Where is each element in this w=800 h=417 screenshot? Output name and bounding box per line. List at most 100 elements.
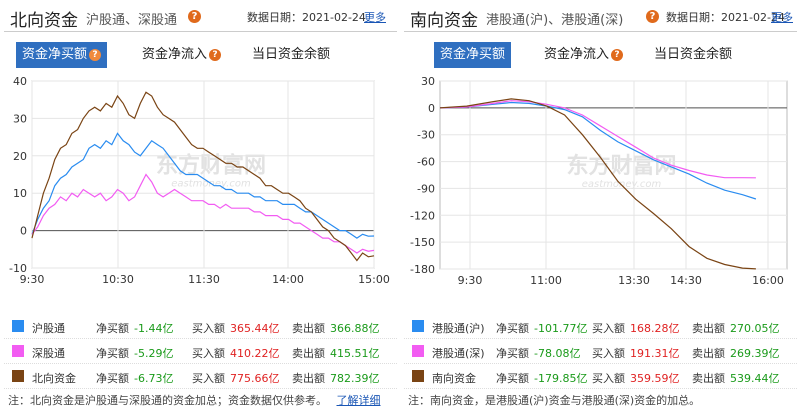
tab-net-buy-label: 资金净买额: [440, 47, 506, 62]
legend-net-label: 净买额: [96, 347, 129, 360]
series-line-2: [439, 100, 756, 179]
tab-net-inflow[interactable]: 资金净流入?: [544, 42, 624, 68]
tab-net-inflow-label: 资金净流入: [142, 47, 208, 62]
legend-net-label: 净买额: [496, 347, 529, 360]
legend-swatch: [12, 320, 24, 332]
legend-sell-label: 卖出额: [292, 372, 325, 385]
legend-net-value: -101.77亿: [534, 322, 588, 335]
legend-net-value: -5.29亿: [134, 347, 174, 360]
south-date: 数据日期：2021-02-24: [666, 11, 785, 24]
legend-row: 沪股通 净买额 -1.44亿 买入额 365.44亿 卖出额 366.88亿: [4, 314, 397, 339]
y-tick-label: 30: [13, 112, 27, 125]
legend-row: 港股通(沪) 净买额 -101.77亿 买入额 168.28亿 卖出额 270.05亿: [404, 314, 797, 339]
legend-row: 北向资金 净买额 -6.73亿 买入额 775.66亿 卖出额 782.39亿: [4, 364, 397, 389]
legend-sell-label: 卖出额: [692, 372, 725, 385]
legend-net-label: 净买额: [496, 322, 529, 335]
legend-row: 深股通 净买额 -5.29亿 买入额 410.22亿 卖出额 415.51亿: [4, 339, 397, 364]
legend-buy-label: 买入额: [592, 322, 625, 335]
watermark-text: 东方财富网: [566, 153, 676, 179]
north-note: 注：北向资金是沪股通与深股通的资金加总；资金数据仅供参考。 了解详细: [8, 392, 381, 408]
legend-net-value: -78.08亿: [534, 347, 581, 360]
help-icon[interactable]: ?: [89, 48, 102, 61]
y-tick-label: 10: [13, 187, 27, 200]
y-tick-label: -120: [410, 209, 435, 222]
legend-swatch: [12, 345, 24, 357]
legend-buy-value: 365.44亿: [230, 322, 280, 335]
north-date: 数据日期：2021-02-24: [247, 11, 366, 24]
legend-name: 深股通: [32, 347, 65, 360]
tab-net-inflow-label: 资金净流入: [544, 47, 610, 62]
legend-name: 南向资金: [432, 372, 476, 385]
legend-sell-label: 卖出额: [692, 347, 725, 360]
legend-sell-value: 366.88亿: [330, 322, 380, 335]
south-more-link[interactable]: 更多: [771, 11, 793, 24]
help-icon[interactable]: ?: [209, 48, 222, 61]
legend-net-label: 净买额: [96, 372, 129, 385]
y-tick-label: 0: [20, 225, 27, 238]
legend-buy-value: 191.31亿: [630, 347, 680, 360]
x-tick-label: 11:00: [530, 274, 562, 287]
legend-buy-label: 买入额: [192, 372, 225, 385]
south-legend: 港股通(沪) 净买额 -101.77亿 买入额 168.28亿 卖出额 270.05亿 港股通…: [404, 314, 797, 389]
series-line-2: [31, 173, 375, 254]
legend-sell-value: 782.39亿: [330, 372, 380, 385]
help-icon[interactable]: ?: [188, 10, 201, 23]
legend-buy-value: 775.66亿: [230, 372, 280, 385]
legend-buy-label: 买入额: [192, 347, 225, 360]
tab-balance[interactable]: 当日资金余额: [654, 42, 732, 68]
legend-row: 港股通(深) 净买额 -78.08亿 买入额 191.31亿 卖出额 269.39亿: [404, 339, 797, 364]
tab-net-inflow[interactable]: 资金净流入?: [142, 42, 222, 68]
south-tabs: 资金净买额 资金净流入? 当日资金余额: [404, 40, 797, 68]
legend-sell-value: 415.51亿: [330, 347, 380, 360]
y-tick-label: 30: [421, 75, 435, 88]
x-tick-label: 9:30: [458, 274, 483, 287]
legend-buy-label: 买入额: [592, 372, 625, 385]
tab-balance-label: 当日资金余额: [252, 47, 331, 62]
legend-net-value: -1.44亿: [134, 322, 174, 335]
tab-balance-label: 当日资金余额: [654, 47, 733, 62]
help-icon[interactable]: ?: [646, 10, 659, 23]
series-line-3: [31, 91, 375, 262]
legend-buy-value: 359.59亿: [630, 372, 680, 385]
x-tick-label: 15:00: [358, 273, 390, 286]
north-more-link[interactable]: 更多: [364, 11, 386, 24]
legend-net-label: 净买额: [96, 322, 129, 335]
help-icon[interactable]: ?: [611, 48, 624, 61]
legend-net-value: -179.85亿: [534, 372, 588, 385]
x-tick-label: 11:30: [188, 273, 220, 286]
tab-net-buy[interactable]: 资金净买额?: [16, 42, 108, 68]
tab-net-buy-label: 资金净买额: [22, 47, 88, 62]
south-note-text: 注：南向资金，是港股通(沪)资金与港股通(深)资金的加总。: [408, 394, 701, 407]
south-title: 南向资金: [410, 11, 478, 31]
legend-sell-label: 卖出额: [292, 347, 325, 360]
series-line-1: [31, 132, 375, 239]
x-tick-label: 16:00: [752, 274, 784, 287]
y-tick-label: 20: [13, 150, 27, 163]
x-tick-label: 9:30: [20, 273, 45, 286]
legend-buy-label: 买入额: [592, 347, 625, 360]
legend-name: 港股通(沪): [432, 322, 485, 335]
legend-net-label: 净买额: [496, 372, 529, 385]
y-tick-label: -180: [410, 263, 435, 276]
tab-balance[interactable]: 当日资金余额: [252, 42, 330, 68]
north-title: 北向资金: [10, 11, 78, 31]
legend-row: 南向资金 净买额 -179.85亿 买入额 359.59亿 卖出额 539.44亿: [404, 364, 797, 389]
y-tick-label: -150: [410, 236, 435, 249]
legend-sell-label: 卖出额: [292, 322, 325, 335]
legend-swatch: [412, 345, 424, 357]
legend-buy-value: 168.28亿: [630, 322, 680, 335]
series-line-1: [439, 101, 757, 200]
x-tick-label: 13:30: [618, 274, 650, 287]
y-tick-label: -10: [9, 262, 27, 275]
legend-sell-label: 卖出额: [692, 322, 725, 335]
legend-swatch: [12, 370, 24, 382]
south-subtitle: 港股通(沪)、港股通(深): [486, 13, 624, 28]
south-chart: 东方财富网eastmoney.com300-30-60-90-120-150-1…: [410, 75, 788, 287]
learn-more-link[interactable]: 了解详细: [336, 394, 381, 407]
watermark-text: 东方财富网: [156, 153, 266, 179]
tab-net-buy[interactable]: 资金净买额: [434, 42, 512, 68]
legend-sell-value: 269.39亿: [730, 347, 780, 360]
x-tick-label: 14:00: [272, 273, 304, 286]
x-tick-label: 10:30: [102, 273, 134, 286]
